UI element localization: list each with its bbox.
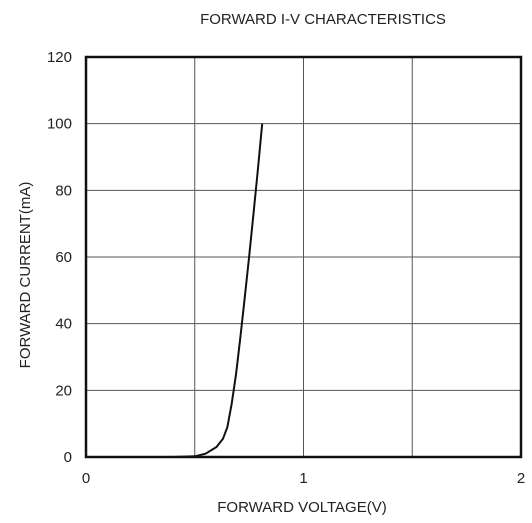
y-tick-label: 80 xyxy=(55,182,72,199)
y-tick-label: 40 xyxy=(55,316,72,333)
y-tick-label: 20 xyxy=(55,382,72,399)
y-tick-label: 100 xyxy=(47,116,72,133)
y-tick-label: 0 xyxy=(64,449,72,466)
y-tick-label: 120 xyxy=(47,49,72,66)
x-tick-label: 2 xyxy=(517,470,525,487)
y-axis-title: FORWARD CURRENT(mA) xyxy=(17,182,34,369)
chart-title: FORWARD I-V CHARACTERISTICS xyxy=(200,11,446,28)
y-tick-label: 60 xyxy=(55,249,72,266)
x-tick-label: 1 xyxy=(299,470,307,487)
x-tick-label: 0 xyxy=(82,470,90,487)
grid xyxy=(86,57,521,457)
x-axis-title: FORWARD VOLTAGE(V) xyxy=(217,499,386,516)
series-group xyxy=(86,123,264,458)
series-line xyxy=(86,123,264,458)
plot-frame xyxy=(84,55,523,459)
tick-labels: 0 20 40 60 80 100 120 0 1 2 xyxy=(47,49,525,487)
